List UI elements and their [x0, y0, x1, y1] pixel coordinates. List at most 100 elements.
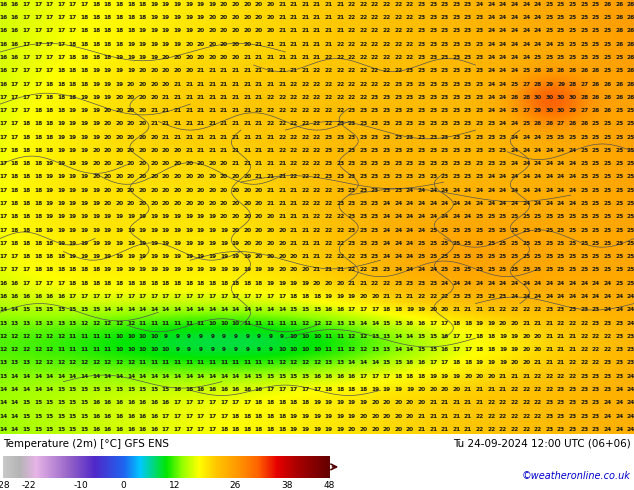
Text: 19: 19 [348, 400, 356, 405]
Text: 23: 23 [545, 400, 553, 405]
Text: 24: 24 [441, 201, 449, 206]
Text: 11: 11 [162, 320, 170, 325]
Text: 25: 25 [522, 122, 531, 126]
Text: 24: 24 [557, 188, 566, 193]
Text: 24: 24 [476, 281, 484, 286]
Text: 25: 25 [580, 241, 588, 246]
Text: 25: 25 [604, 135, 612, 140]
Text: 24: 24 [615, 307, 623, 312]
Text: 17: 17 [162, 294, 170, 299]
Text: 12: 12 [115, 361, 124, 366]
Text: 18: 18 [22, 214, 30, 220]
Text: 14: 14 [278, 307, 287, 312]
Text: 23: 23 [417, 95, 426, 100]
Bar [135, 456, 136, 478]
Text: 15: 15 [34, 307, 42, 312]
Text: 17: 17 [266, 294, 275, 299]
Text: 14: 14 [371, 361, 379, 366]
Text: 20: 20 [150, 161, 158, 166]
Text: 20: 20 [115, 135, 124, 140]
Text: 20: 20 [255, 2, 263, 7]
Text: 19: 19 [92, 214, 100, 220]
Text: 25: 25 [604, 254, 612, 259]
Text: 22: 22 [394, 68, 403, 73]
Text: 25: 25 [557, 241, 566, 246]
Bar [97, 456, 98, 478]
Text: 18: 18 [301, 294, 309, 299]
Bar [227, 456, 228, 478]
Text: 24: 24 [569, 148, 577, 153]
Text: 21: 21 [266, 174, 275, 179]
Text: 26: 26 [615, 42, 623, 47]
Text: 20: 20 [255, 228, 263, 233]
Text: 24: 24 [522, 15, 531, 20]
Bar [66, 456, 67, 478]
Text: 19: 19 [69, 148, 77, 153]
Text: 17: 17 [197, 427, 205, 432]
Text: 16: 16 [138, 414, 147, 418]
Text: 22: 22 [290, 135, 298, 140]
Text: 17: 17 [22, 42, 30, 47]
Text: 13: 13 [0, 374, 8, 379]
Text: 12: 12 [46, 361, 54, 366]
Bar [102, 456, 103, 478]
Text: 22: 22 [336, 108, 344, 113]
Text: 23: 23 [336, 135, 344, 140]
Text: 20: 20 [162, 161, 170, 166]
Text: 18: 18 [278, 400, 287, 405]
Bar [173, 456, 174, 478]
Text: 25: 25 [487, 268, 496, 272]
Text: 18: 18 [81, 15, 89, 20]
Text: 22: 22 [476, 427, 484, 432]
Text: 22: 22 [499, 414, 507, 418]
Text: 19: 19 [441, 374, 449, 379]
Text: 21: 21 [243, 81, 252, 87]
Text: 23: 23 [452, 28, 461, 33]
Text: 18: 18 [382, 307, 391, 312]
Text: 21: 21 [243, 161, 252, 166]
Text: 16: 16 [92, 414, 100, 418]
Text: 19: 19 [69, 254, 77, 259]
Text: 24: 24 [626, 387, 634, 392]
Text: 18: 18 [103, 42, 112, 47]
Text: 20: 20 [197, 55, 205, 60]
Text: 22: 22 [394, 28, 403, 33]
Text: 17: 17 [0, 254, 8, 259]
Text: 25: 25 [580, 268, 588, 272]
Text: 27: 27 [580, 108, 588, 113]
Text: 23: 23 [371, 254, 379, 259]
Text: 24: 24 [569, 188, 577, 193]
Bar [241, 456, 242, 478]
Text: 9: 9 [187, 347, 191, 352]
Text: 18: 18 [22, 254, 30, 259]
Bar [30, 456, 31, 478]
Bar [68, 456, 69, 478]
Text: 25: 25 [557, 2, 566, 7]
Text: 15: 15 [68, 387, 77, 392]
Text: 21: 21 [464, 307, 472, 312]
Text: 24: 24 [510, 161, 519, 166]
Text: 21: 21 [278, 28, 287, 33]
Text: 24: 24 [406, 201, 414, 206]
Text: 25: 25 [592, 15, 600, 20]
Text: 12: 12 [347, 347, 356, 352]
Text: 12: 12 [313, 361, 321, 366]
Text: 23: 23 [452, 122, 461, 126]
Text: 19: 19 [69, 241, 77, 246]
Text: 17: 17 [278, 294, 287, 299]
Text: 25: 25 [580, 135, 588, 140]
Text: 25: 25 [592, 174, 600, 179]
Text: 19: 19 [69, 214, 77, 220]
Text: 25: 25 [615, 228, 623, 233]
Text: 15: 15 [46, 414, 54, 418]
Text: 18: 18 [57, 108, 65, 113]
Bar [183, 456, 184, 478]
Text: 23: 23 [487, 161, 496, 166]
Text: 20: 20 [209, 28, 216, 33]
Text: 26: 26 [592, 81, 600, 87]
Bar [98, 456, 99, 478]
Text: 21: 21 [255, 55, 263, 60]
Bar [301, 456, 302, 478]
Text: 14: 14 [371, 320, 379, 325]
Text: 17: 17 [0, 108, 8, 113]
